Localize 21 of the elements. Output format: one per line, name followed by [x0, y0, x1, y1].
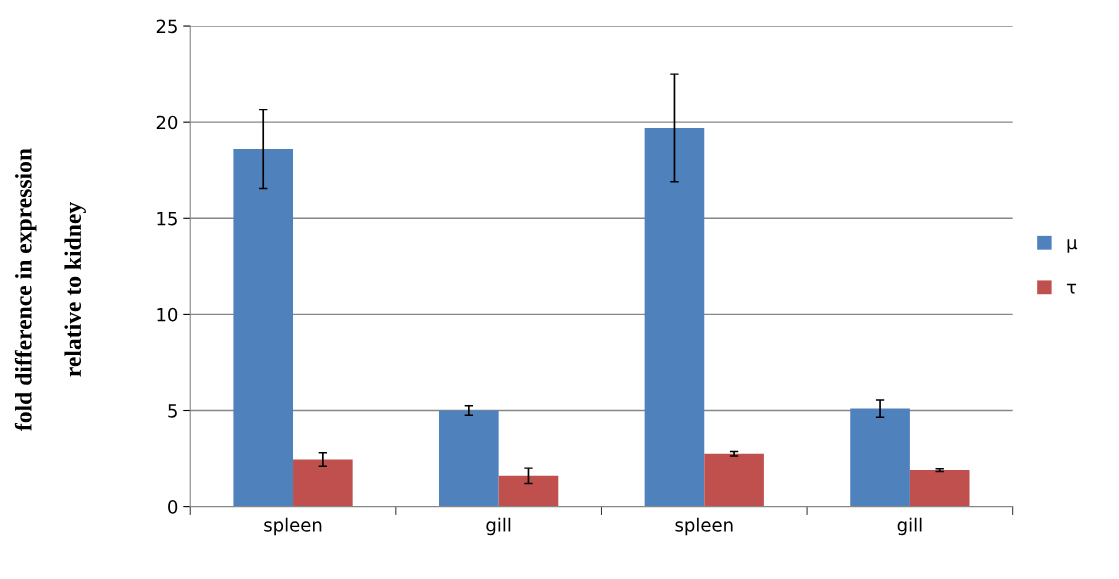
x-tick-label: gill: [897, 517, 922, 536]
y-axis-title: fold difference in expression relative to kidney: [14, 148, 86, 431]
x-tick-label: gill: [486, 517, 511, 536]
bar: [644, 127, 705, 507]
y-tick-label: 10: [157, 307, 178, 322]
x-tick-label: spleen: [675, 517, 733, 536]
y-tick-label: 0: [168, 500, 178, 514]
bar: [909, 470, 970, 507]
bar: [293, 459, 353, 507]
x-tick-label: spleen: [264, 517, 322, 536]
bar: [704, 453, 764, 507]
bar: [498, 475, 559, 507]
y-tick-label: 25: [156, 19, 177, 34]
bar: [439, 410, 499, 507]
y-tick-label: 15: [157, 211, 177, 226]
legend-label: μ: [1067, 239, 1078, 253]
bar: [850, 408, 910, 507]
y-tick-label: 5: [168, 404, 177, 418]
y-tick-label: 20: [156, 115, 178, 130]
bar: [233, 149, 294, 507]
legend-label: τ: [1066, 283, 1077, 294]
